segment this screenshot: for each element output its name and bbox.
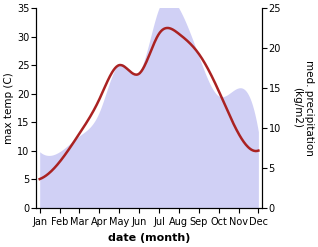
Y-axis label: max temp (C): max temp (C) bbox=[4, 72, 14, 144]
Y-axis label: med. precipitation
(kg/m2): med. precipitation (kg/m2) bbox=[292, 60, 314, 156]
X-axis label: date (month): date (month) bbox=[108, 233, 190, 243]
